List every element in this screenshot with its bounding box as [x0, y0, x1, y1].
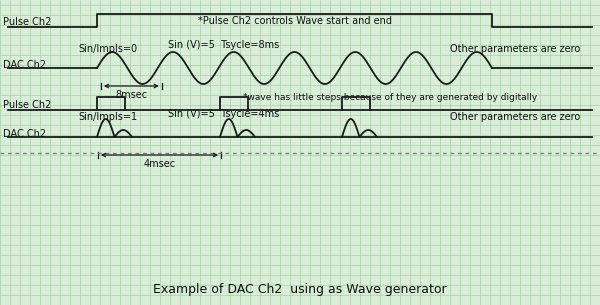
Text: Sin/Impls=1: Sin/Impls=1 — [78, 112, 137, 122]
Text: Sin (V)=5  Tsycle=8ms: Sin (V)=5 Tsycle=8ms — [168, 40, 279, 50]
Text: *Pulse Ch2 controls Wave start and end: *Pulse Ch2 controls Wave start and end — [198, 16, 392, 26]
Text: Sin/Impls=0: Sin/Impls=0 — [78, 44, 137, 54]
Text: *wave has little steps because of they are generated by digitally: *wave has little steps because of they a… — [243, 94, 537, 102]
Text: 8msec: 8msec — [115, 90, 148, 100]
Text: 4msec: 4msec — [143, 159, 176, 169]
Text: DAC Ch2: DAC Ch2 — [3, 60, 46, 70]
Text: Pulse Ch2: Pulse Ch2 — [3, 17, 52, 27]
Text: DAC Ch2: DAC Ch2 — [3, 129, 46, 139]
Text: Other parameters are zero: Other parameters are zero — [450, 112, 580, 122]
Text: Sin (V)=5  Tsycle=4ms: Sin (V)=5 Tsycle=4ms — [168, 109, 279, 119]
Text: Pulse Ch2: Pulse Ch2 — [3, 100, 52, 110]
Text: Example of DAC Ch2  using as Wave generator: Example of DAC Ch2 using as Wave generat… — [153, 284, 447, 296]
Text: Other parameters are zero: Other parameters are zero — [450, 44, 580, 54]
